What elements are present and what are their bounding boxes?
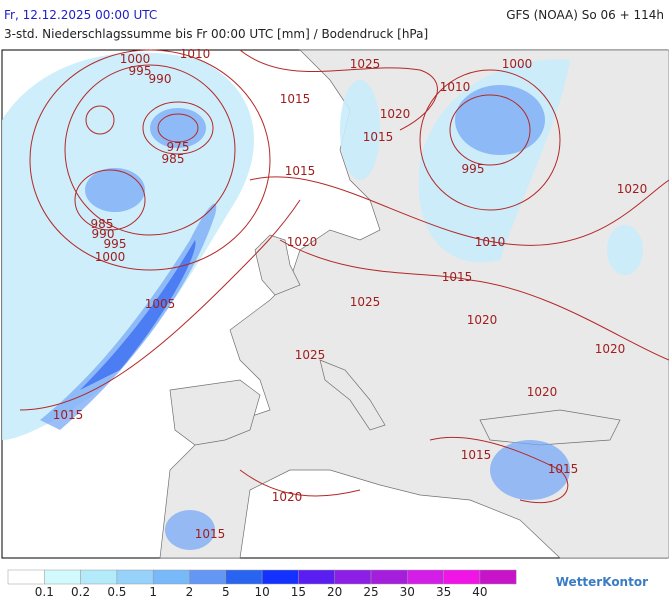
isobar-label: 1000 (95, 250, 126, 264)
isobar-label: 1020 (287, 235, 318, 249)
isobar (249, 176, 669, 246)
legend-swatch (80, 569, 118, 585)
isobar (157, 113, 199, 143)
isobar (279, 239, 669, 361)
legend-label: 20 (327, 585, 342, 599)
precip (40, 203, 217, 430)
isobar-label: 995 (462, 162, 485, 176)
legend-label: 0.1 (35, 585, 54, 599)
legend-label: 40 (472, 585, 487, 599)
isobar-label: 1020 (380, 107, 411, 121)
isobar-label: 1025 (350, 57, 381, 71)
italy (319, 359, 386, 431)
legend-label: 10 (254, 585, 269, 599)
isobar-label: 1010 (180, 47, 211, 61)
map (1, 49, 669, 559)
isobar-label: 1020 (617, 182, 648, 196)
isobar-label: 1025 (350, 295, 381, 309)
header-date: Fr, 12.12.2025 00:00 UTC (4, 8, 157, 22)
precip (490, 440, 570, 500)
isobar-label: 1005 (145, 297, 176, 311)
iberia (169, 379, 261, 446)
isobar-label: 990 (149, 72, 172, 86)
legend-swatch (407, 569, 444, 585)
legend-label: 2 (186, 585, 194, 599)
precip (165, 510, 215, 550)
isobar-label: 1010 (440, 80, 471, 94)
isobar-label: 1020 (272, 490, 303, 504)
isobar-label: 1000 (120, 52, 151, 66)
header-model: GFS (NOAA) So 06 + 114h (506, 8, 664, 22)
legend-label: 30 (400, 585, 415, 599)
isobar (74, 169, 146, 231)
isobar-label: 1025 (295, 348, 326, 362)
isobar-label: 1015 (195, 527, 226, 541)
isobar (142, 101, 214, 155)
logo: WetterKontor (556, 575, 648, 589)
isobar (29, 49, 271, 271)
legend-swatch (189, 569, 227, 585)
isobar (64, 64, 236, 236)
isobar-label: 1015 (285, 164, 316, 178)
isobar-label: 1020 (595, 342, 626, 356)
legend-swatch (479, 569, 517, 585)
isobar-label: 1015 (363, 130, 394, 144)
isobar-label: 1010 (475, 235, 506, 249)
legend-swatch (7, 569, 45, 585)
legend-swatch (152, 569, 190, 585)
isobar-label: 1020 (527, 385, 558, 399)
legend-label: 25 (363, 585, 378, 599)
precip (85, 168, 145, 212)
isobar-label: 985 (162, 152, 185, 166)
isobar-label: 1000 (502, 57, 533, 71)
isobar (19, 199, 301, 411)
isobar-label: 1015 (442, 270, 473, 284)
legend-swatch (370, 569, 408, 585)
isobar-label: 1015 (53, 408, 84, 422)
isobar-label: 1015 (548, 462, 579, 476)
legend-swatch (261, 569, 299, 585)
legend-label: 15 (291, 585, 306, 599)
legend-label: 1 (149, 585, 157, 599)
isobar (239, 469, 361, 497)
legend-label: 35 (436, 585, 451, 599)
isobar-label: 1020 (467, 313, 498, 327)
precip (455, 85, 545, 155)
isobar-label: 975 (167, 140, 190, 154)
isobar-label: 1015 (280, 92, 311, 106)
isobar (419, 69, 561, 211)
legend-swatch (44, 569, 81, 585)
isobar-label: 990 (92, 227, 115, 241)
legend-label: 5 (222, 585, 230, 599)
isobar (239, 49, 438, 131)
precip (340, 80, 380, 180)
isobar-label: 995 (104, 237, 127, 251)
legend-swatch (443, 569, 481, 585)
legend-swatch (298, 569, 335, 585)
subtitle: 3-std. Niederschlagssumme bis Fr 00:00 U… (4, 27, 428, 41)
isobar (429, 436, 569, 504)
legend-label: 0.2 (71, 585, 90, 599)
isobar (449, 94, 531, 166)
anatolia (479, 409, 621, 446)
precip (607, 225, 643, 275)
isobar-label: 985 (91, 217, 114, 231)
isobar-label: 1015 (461, 448, 492, 462)
legend-swatch (116, 569, 154, 585)
isobar-label: 995 (129, 64, 152, 78)
isobar (85, 105, 115, 135)
legend-label: 0.5 (107, 585, 126, 599)
legend-swatch (334, 569, 372, 585)
legend-swatch (225, 569, 263, 585)
